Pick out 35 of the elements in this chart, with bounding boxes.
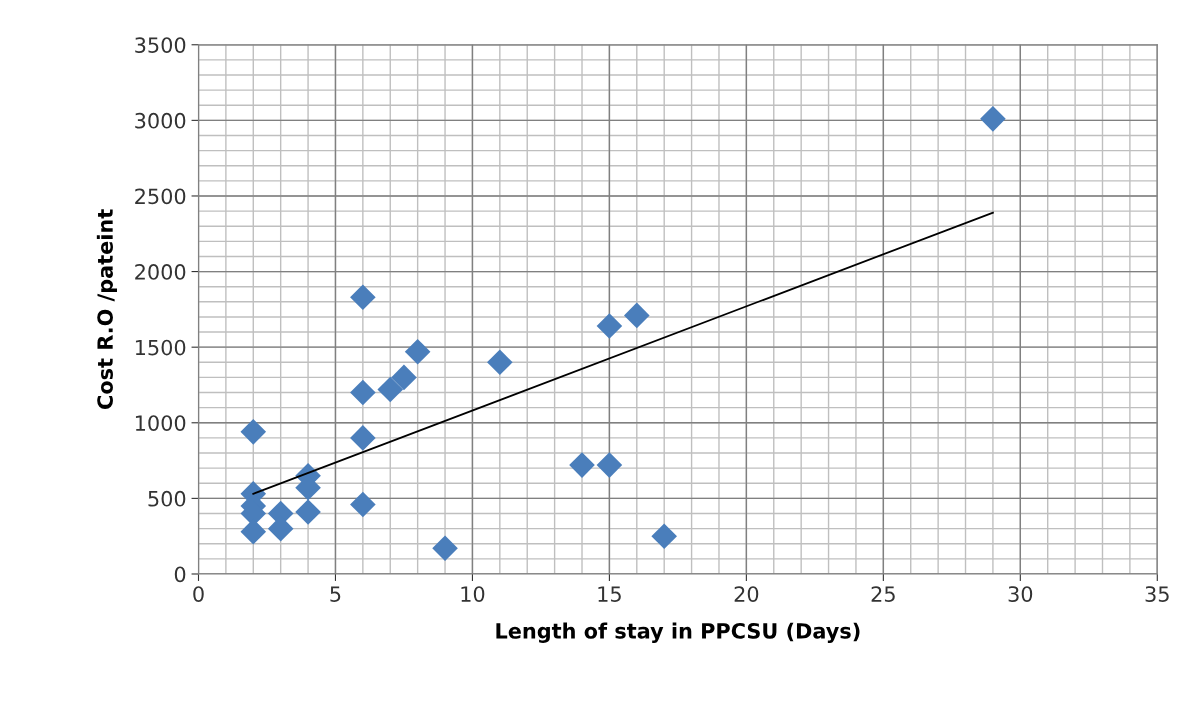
point [624,302,650,329]
point [432,535,458,562]
x-tick-label: 20 [734,586,759,602]
point [651,523,677,549]
y-tick-label: 1500 [135,339,186,356]
x-tick-label: 30 [1008,586,1033,602]
point [487,349,513,376]
y-tick-label: 1000 [135,415,186,431]
point [350,491,376,518]
y-tick-label: 2000 [135,264,186,280]
x-tick-label: 10 [461,586,485,602]
point [350,425,376,451]
y-tick-label: 0 [174,566,186,583]
x-tick-label: 35 [1145,586,1169,602]
x-axis-title: Length of stay in PPCSU (Days) [496,622,860,643]
y-tick-label: 3500 [135,37,186,53]
point [350,379,376,406]
y-tick-label: 2500 [135,188,186,205]
point [596,452,623,478]
point [240,419,267,445]
point [350,284,376,311]
x-tick-label: 5 [330,586,341,602]
point [596,313,623,339]
y-axis-title: Cost R.O /pateint [96,209,117,409]
point [404,338,431,365]
point [980,106,1006,132]
x-tick-label: 25 [871,586,895,602]
point [391,364,417,391]
x-tick-label: 15 [598,586,621,602]
point [569,452,595,478]
y-tick-label: 3000 [135,112,186,129]
point [295,499,321,525]
x-tick-label: 0 [193,586,204,602]
y-tick-label: 500 [148,490,186,507]
point [377,376,404,403]
